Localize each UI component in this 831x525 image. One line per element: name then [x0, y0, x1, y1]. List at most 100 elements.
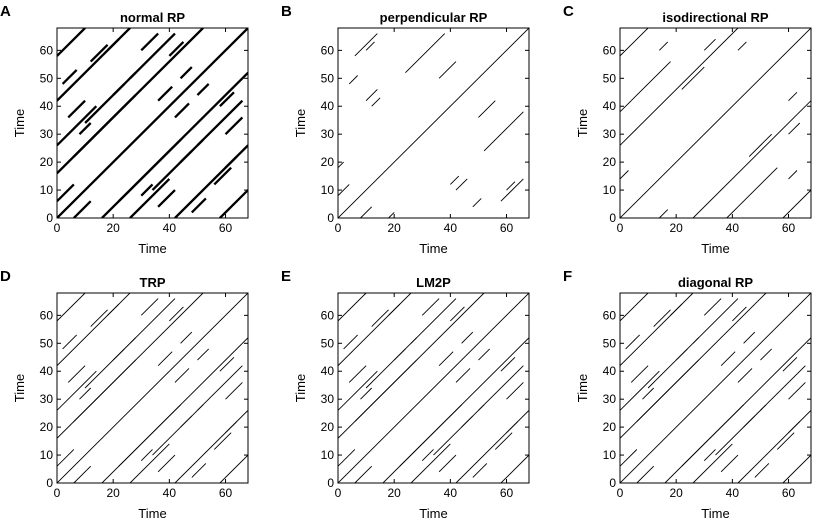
y-tick-label: 30 — [321, 392, 335, 406]
recurrence-segment — [788, 382, 806, 400]
recurrence-segment — [365, 41, 375, 51]
y-tick-label: 40 — [40, 364, 54, 378]
recurrence-segment — [338, 161, 344, 169]
x-tick-label: 60 — [219, 486, 233, 500]
recurrence-segment — [681, 66, 705, 90]
recurrence-segment — [151, 138, 204, 191]
recurrence-segment — [630, 61, 671, 101]
recurrence-segment — [620, 100, 632, 113]
recurrence-segment — [461, 331, 474, 344]
recurrence-segment — [421, 449, 434, 461]
y-axis-label: Time — [293, 374, 308, 402]
recurrence-segment — [782, 356, 798, 372]
x-tick-label: 40 — [444, 486, 458, 500]
recurrence-segment — [140, 298, 159, 316]
x-tick-label: 60 — [782, 221, 796, 235]
recurrence-segment — [191, 197, 207, 214]
y-tick-label: 50 — [40, 336, 54, 350]
recurrence-segment — [455, 368, 471, 383]
x-axis-label: Time — [138, 241, 166, 256]
y-axis-label: Time — [12, 374, 27, 402]
recurrence-segment — [776, 432, 795, 450]
recurrence-segment — [478, 100, 496, 118]
recurrence-segment — [388, 212, 395, 218]
recurrence-segment — [636, 465, 655, 483]
x-tick-label: 0 — [335, 486, 342, 500]
y-tick-label: 0 — [327, 211, 334, 225]
recurrence-segment — [90, 309, 108, 327]
recurrence-segment — [788, 421, 801, 434]
recurrence-segment — [675, 348, 688, 361]
x-tick-label: 20 — [387, 486, 401, 500]
recurrence-segment — [57, 28, 86, 57]
recurrence-segment — [360, 206, 373, 218]
recurrence-segment — [129, 178, 171, 218]
recurrence-segment — [450, 306, 465, 322]
recurrence-segment — [743, 331, 756, 344]
recurrence-segment — [732, 306, 747, 322]
plot-frame — [337, 27, 530, 219]
recurrence-segment — [180, 331, 193, 344]
recurrence-segment — [112, 83, 126, 96]
recurrence-segment — [737, 41, 747, 51]
panel-e: E LM2P 0 20 40 60 0 10 20 30 40 50 60 Time Time — [281, 268, 530, 521]
recurrence-segment — [692, 298, 739, 344]
recurrence-segment — [647, 337, 699, 389]
recurrence-segment — [405, 33, 446, 74]
recurrence-segment — [157, 189, 176, 208]
recurrence-segment — [57, 293, 86, 322]
x-tick-label: 0 — [54, 221, 61, 235]
plot-frame — [619, 292, 812, 484]
y-tick-label: 30 — [40, 127, 54, 141]
recurrence-segment — [57, 293, 248, 483]
recurrence-segment — [179, 66, 193, 80]
plot-frame — [337, 292, 530, 484]
recurrence-segment — [620, 28, 649, 57]
recurrence-segment — [169, 306, 184, 322]
recurrence-segment — [782, 454, 811, 483]
recurrence-segment — [73, 465, 92, 483]
y-tick-label: 40 — [321, 364, 335, 378]
recurrence-segment — [348, 365, 367, 383]
recurrence-segment — [348, 75, 358, 85]
recurrence-segment — [653, 309, 671, 327]
recurrence-segment — [225, 421, 238, 434]
x-tick-label: 40 — [726, 486, 740, 500]
recurrence-segment — [84, 337, 136, 389]
recurrence-segment — [197, 348, 209, 361]
y-tick-label: 0 — [327, 476, 334, 490]
recurrence-segment — [62, 334, 77, 350]
recurrence-segment — [365, 89, 378, 101]
chart-title: normal RP — [120, 10, 185, 25]
x-tick-label: 60 — [500, 486, 514, 500]
y-tick-label: 50 — [321, 71, 335, 85]
recurrence-segment — [79, 387, 92, 400]
recurrence-segment — [152, 404, 204, 456]
x-tick-label: 20 — [669, 486, 683, 500]
recurrence-segment — [506, 181, 516, 191]
recurrence-segment — [754, 463, 770, 478]
recurrence-segment — [506, 421, 519, 434]
x-tick-label: 20 — [106, 221, 120, 235]
recurrence-segment — [500, 356, 516, 372]
y-tick-label: 30 — [40, 392, 54, 406]
x-tick-label: 40 — [163, 221, 177, 235]
panel-letter: F — [563, 268, 572, 285]
recurrence-segment — [630, 365, 649, 383]
recurrence-segment — [196, 99, 244, 147]
panel-letter: A — [0, 3, 11, 20]
panel-d: D TRP 0 20 40 60 0 10 20 30 40 50 60 Time Time — [0, 268, 249, 521]
y-tick-label: 50 — [603, 336, 617, 350]
recurrence-segment — [450, 175, 460, 185]
x-tick-label: 0 — [617, 486, 624, 500]
recurrence-segment — [84, 71, 137, 124]
recurrence-segment — [692, 443, 733, 483]
recurrence-segment — [179, 150, 193, 163]
recurrence-segment — [338, 293, 529, 483]
recurrence-segment — [703, 449, 716, 461]
recurrence-segment — [73, 359, 136, 422]
recurrence-segment — [410, 298, 457, 344]
recurrence-segment — [681, 404, 744, 467]
